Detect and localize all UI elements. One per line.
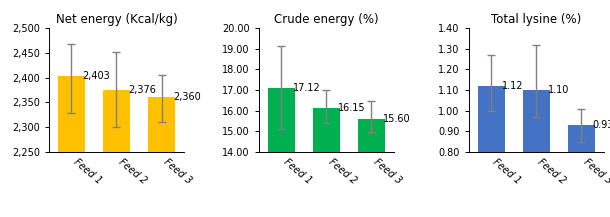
Title: Crude energy (%): Crude energy (%) xyxy=(274,13,379,26)
Bar xyxy=(58,76,85,152)
Text: 17.12: 17.12 xyxy=(293,83,320,93)
Bar xyxy=(478,86,504,152)
Bar xyxy=(313,108,340,152)
Text: 15.60: 15.60 xyxy=(382,114,411,124)
Bar xyxy=(568,125,595,152)
Bar xyxy=(523,90,550,152)
Title: Total lysine (%): Total lysine (%) xyxy=(491,13,581,26)
Text: 0.93: 0.93 xyxy=(593,120,610,130)
Bar xyxy=(358,119,385,152)
Text: 1.12: 1.12 xyxy=(503,81,524,91)
Bar xyxy=(103,90,130,152)
Text: 2,403: 2,403 xyxy=(82,71,110,81)
Text: 2,360: 2,360 xyxy=(173,92,201,102)
Title: Net energy (Kcal/kg): Net energy (Kcal/kg) xyxy=(56,13,178,26)
Bar xyxy=(268,88,295,152)
Bar xyxy=(148,97,175,152)
Text: 16.15: 16.15 xyxy=(337,103,365,113)
Text: 2,376: 2,376 xyxy=(127,85,156,95)
Text: 1.10: 1.10 xyxy=(548,85,569,95)
